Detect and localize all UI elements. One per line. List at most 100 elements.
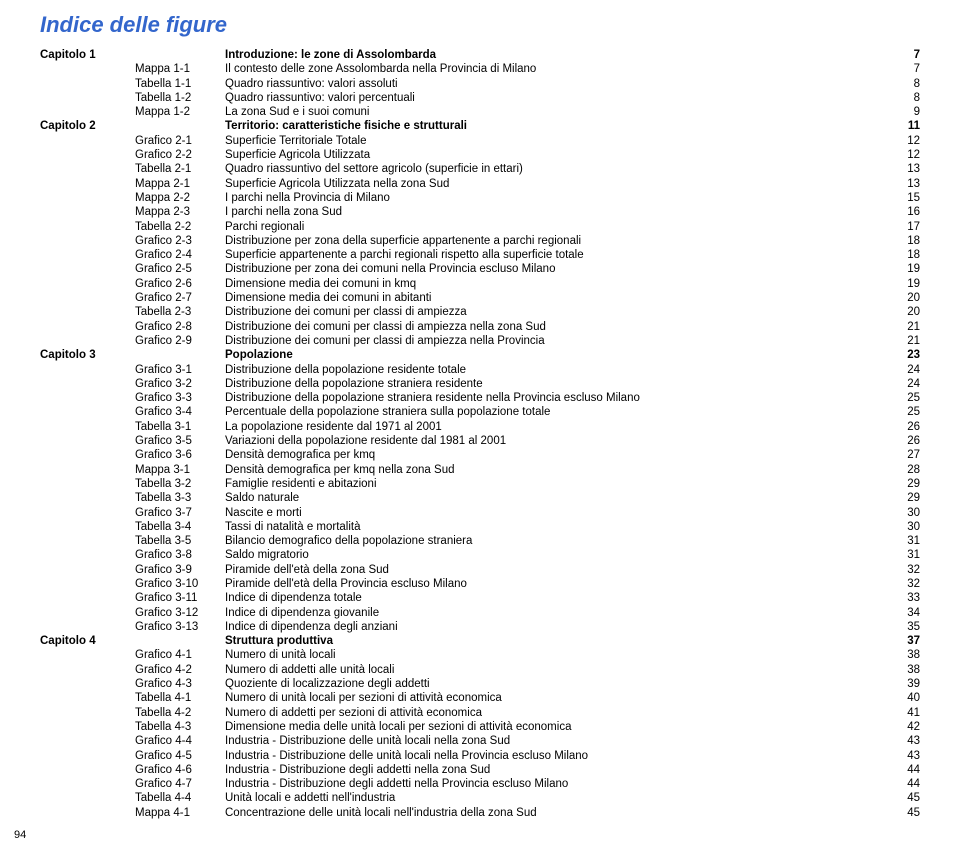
- page-ref: 15: [880, 191, 920, 205]
- toc-row: Grafico 3-8Saldo migratorio31: [40, 548, 920, 562]
- toc-row: Tabella 3-2Famiglie residenti e abitazio…: [40, 477, 920, 491]
- reference-label: Grafico 4-4: [135, 734, 225, 748]
- toc-row: Grafico 3-5Variazioni della popolazione …: [40, 434, 920, 448]
- page-ref: 34: [880, 606, 920, 620]
- page-ref: 33: [880, 591, 920, 605]
- page-ref: 26: [880, 434, 920, 448]
- description-text: Superficie Agricola Utilizzata: [225, 148, 880, 162]
- page-ref: 24: [880, 377, 920, 391]
- reference-label: Grafico 4-7: [135, 777, 225, 791]
- toc-row: Tabella 4-1Numero di unità locali per se…: [40, 691, 920, 705]
- description-text: Nascite e morti: [225, 506, 880, 520]
- toc-row: Tabella 3-5Bilancio demografico della po…: [40, 534, 920, 548]
- reference-label: Grafico 3-9: [135, 563, 225, 577]
- description-text: Distribuzione dei comuni per classi di a…: [225, 320, 880, 334]
- description-text: Superficie Agricola Utilizzata nella zon…: [225, 177, 880, 191]
- toc-row: Grafico 3-7Nascite e morti30: [40, 506, 920, 520]
- reference-label: Grafico 4-5: [135, 749, 225, 763]
- toc-row: Grafico 2-7Dimensione media dei comuni i…: [40, 291, 920, 305]
- toc-row: Mappa 3-1Densità demografica per kmq nel…: [40, 463, 920, 477]
- description-text: Bilancio demografico della popolazione s…: [225, 534, 880, 548]
- description-text: Numero di unità locali per sezioni di at…: [225, 691, 880, 705]
- description-text: Introduzione: le zone di Assolombarda: [225, 48, 880, 62]
- toc-row: Grafico 2-6Dimensione media dei comuni i…: [40, 277, 920, 291]
- page-ref: 28: [880, 463, 920, 477]
- page-ref: 24: [880, 363, 920, 377]
- page-ref: 27: [880, 448, 920, 462]
- reference-label: Grafico 4-3: [135, 677, 225, 691]
- page-ref: 45: [880, 791, 920, 805]
- description-text: Distribuzione per zona della superficie …: [225, 234, 880, 248]
- reference-label: Grafico 2-3: [135, 234, 225, 248]
- page-ref: 38: [880, 663, 920, 677]
- description-text: Piramide dell'età della zona Sud: [225, 563, 880, 577]
- description-text: Densità demografica per kmq: [225, 448, 880, 462]
- toc-row: Capitolo 2Territorio: caratteristiche fi…: [40, 119, 920, 133]
- toc-row: Grafico 2-4Superficie appartenente a par…: [40, 248, 920, 262]
- reference-label: Tabella 2-2: [135, 220, 225, 234]
- reference-label: Tabella 4-3: [135, 720, 225, 734]
- description-text: Saldo migratorio: [225, 548, 880, 562]
- toc-row: Grafico 3-13Indice di dipendenza degli a…: [40, 620, 920, 634]
- toc-row: Tabella 1-2Quadro riassuntivo: valori pe…: [40, 91, 920, 105]
- description-text: Indice di dipendenza giovanile: [225, 606, 880, 620]
- reference-label: Mappa 1-2: [135, 105, 225, 119]
- description-text: Numero di addetti per sezioni di attivit…: [225, 706, 880, 720]
- page-ref: 32: [880, 563, 920, 577]
- description-text: Struttura produttiva: [225, 634, 880, 648]
- page-ref: 19: [880, 262, 920, 276]
- page-ref: 31: [880, 548, 920, 562]
- toc-row: Tabella 4-2Numero di addetti per sezioni…: [40, 706, 920, 720]
- reference-label: Grafico 3-1: [135, 363, 225, 377]
- description-text: Unità locali e addetti nell'industria: [225, 791, 880, 805]
- page-ref: 18: [880, 234, 920, 248]
- page-ref: 31: [880, 534, 920, 548]
- page-ref: 13: [880, 162, 920, 176]
- page-ref: 9: [880, 105, 920, 119]
- description-text: Industria - Distribuzione delle unità lo…: [225, 734, 880, 748]
- toc-row: Tabella 3-4Tassi di natalità e mortalità…: [40, 520, 920, 534]
- reference-label: Grafico 4-1: [135, 648, 225, 662]
- page-ref: 45: [880, 806, 920, 820]
- toc-row: Tabella 2-1Quadro riassuntivo del settor…: [40, 162, 920, 176]
- page-ref: 29: [880, 477, 920, 491]
- toc-row: Grafico 3-4Percentuale della popolazione…: [40, 405, 920, 419]
- description-text: Distribuzione per zona dei comuni nella …: [225, 262, 880, 276]
- toc-row: Grafico 2-3Distribuzione per zona della …: [40, 234, 920, 248]
- toc-row: Mappa 2-3I parchi nella zona Sud16: [40, 205, 920, 219]
- reference-label: Grafico 2-2: [135, 148, 225, 162]
- chapter-label: Capitolo 3: [40, 348, 135, 362]
- page-ref: 43: [880, 734, 920, 748]
- toc-row: Grafico 3-6Densità demografica per kmq27: [40, 448, 920, 462]
- reference-label: Tabella 3-5: [135, 534, 225, 548]
- toc-row: Mappa 4-1Concentrazione delle unità loca…: [40, 806, 920, 820]
- toc-row: Grafico 3-10Piramide dell'età della Prov…: [40, 577, 920, 591]
- page-ref: 21: [880, 320, 920, 334]
- page-ref: 20: [880, 305, 920, 319]
- page-ref: 13: [880, 177, 920, 191]
- reference-label: Grafico 3-5: [135, 434, 225, 448]
- page-ref: 12: [880, 134, 920, 148]
- reference-label: Grafico 3-8: [135, 548, 225, 562]
- description-text: Industria - Distribuzione degli addetti …: [225, 763, 880, 777]
- description-text: Tassi di natalità e mortalità: [225, 520, 880, 534]
- reference-label: Grafico 3-11: [135, 591, 225, 605]
- toc-row: Grafico 3-2Distribuzione della popolazio…: [40, 377, 920, 391]
- description-text: Famiglie residenti e abitazioni: [225, 477, 880, 491]
- toc-row: Grafico 3-9Piramide dell'età della zona …: [40, 563, 920, 577]
- page-ref: 38: [880, 648, 920, 662]
- page-ref: 8: [880, 77, 920, 91]
- reference-label: Mappa 2-3: [135, 205, 225, 219]
- toc-row: Tabella 4-3Dimensione media delle unità …: [40, 720, 920, 734]
- page-ref: 7: [880, 62, 920, 76]
- description-text: Distribuzione della popolazione resident…: [225, 363, 880, 377]
- reference-label: Mappa 3-1: [135, 463, 225, 477]
- reference-label: Grafico 2-9: [135, 334, 225, 348]
- toc-row: Tabella 2-3Distribuzione dei comuni per …: [40, 305, 920, 319]
- page-ref: 21: [880, 334, 920, 348]
- description-text: Territorio: caratteristiche fisiche e st…: [225, 119, 880, 133]
- page-ref: 23: [880, 348, 920, 362]
- page-ref: 18: [880, 248, 920, 262]
- reference-label: Tabella 3-1: [135, 420, 225, 434]
- description-text: Quoziente di localizzazione degli addett…: [225, 677, 880, 691]
